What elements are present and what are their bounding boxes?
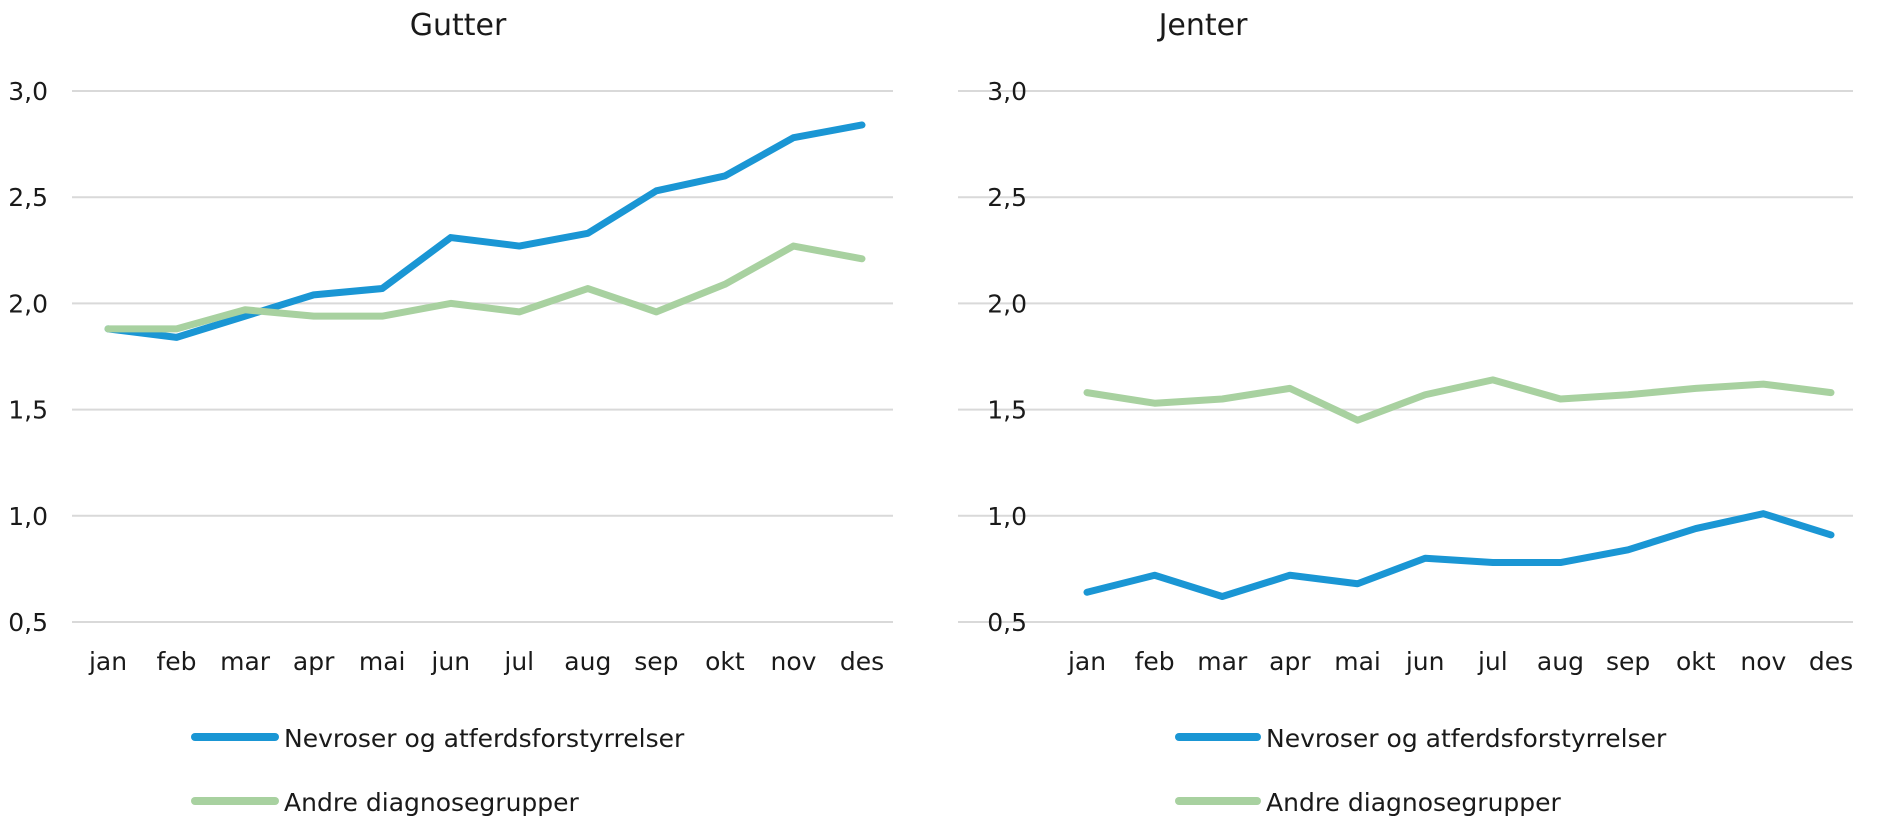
x-tick-label: nov <box>1740 647 1786 676</box>
chart-title: Jenter <box>1157 8 1249 43</box>
series-line-andre <box>104 242 866 333</box>
x-tick-label: jan <box>88 647 127 676</box>
y-tick-label: 2,0 <box>8 289 48 318</box>
x-tick-label: mar <box>1197 647 1248 676</box>
x-tick-label: mai <box>359 647 406 676</box>
x-tick-label: jun <box>1405 647 1445 676</box>
legend-label: Andre diagnosegrupper <box>284 788 580 817</box>
x-tick-label: okt <box>1676 647 1716 676</box>
series-line-nevroser <box>1083 510 1835 601</box>
legend-label: Nevroser og atferdsforstyrrelser <box>284 724 685 753</box>
x-tick-label: okt <box>705 647 745 676</box>
x-tick-label: sep <box>634 647 678 676</box>
x-tick-label: aug <box>564 647 611 676</box>
y-tick-label: 3,0 <box>987 77 1027 106</box>
legend-label: Andre diagnosegrupper <box>1266 788 1562 817</box>
y-tick-label: 0,5 <box>987 608 1027 637</box>
x-tick-label: mai <box>1334 647 1381 676</box>
y-tick-label: 1,5 <box>8 396 48 425</box>
x-tick-label: apr <box>293 647 335 676</box>
y-tick-label: 1,0 <box>8 502 48 531</box>
x-tick-label: aug <box>1537 647 1584 676</box>
x-tick-label: des <box>1809 647 1853 676</box>
x-tick-label: feb <box>157 647 197 676</box>
x-tick-label: jan <box>1067 647 1106 676</box>
x-tick-label: jul <box>503 647 534 676</box>
y-tick-label: 3,0 <box>8 77 48 106</box>
y-tick-label: 1,0 <box>987 502 1027 531</box>
x-tick-label: apr <box>1269 647 1311 676</box>
x-tick-label: mar <box>220 647 271 676</box>
series-line-nevroser <box>104 121 866 341</box>
series-line-andre <box>1083 376 1835 424</box>
x-tick-label: nov <box>770 647 816 676</box>
legend-label: Nevroser og atferdsforstyrrelser <box>1266 724 1667 753</box>
x-tick-label: sep <box>1606 647 1650 676</box>
chart-title: Gutter <box>410 8 507 43</box>
y-tick-label: 2,5 <box>987 183 1027 212</box>
y-tick-label: 2,5 <box>8 183 48 212</box>
y-tick-label: 0,5 <box>8 608 48 637</box>
x-tick-label: jun <box>430 647 470 676</box>
x-tick-label: des <box>840 647 884 676</box>
x-tick-label: feb <box>1135 647 1175 676</box>
y-tick-label: 1,5 <box>987 396 1027 425</box>
y-tick-label: 2,0 <box>987 289 1027 318</box>
x-tick-label: jul <box>1477 647 1508 676</box>
